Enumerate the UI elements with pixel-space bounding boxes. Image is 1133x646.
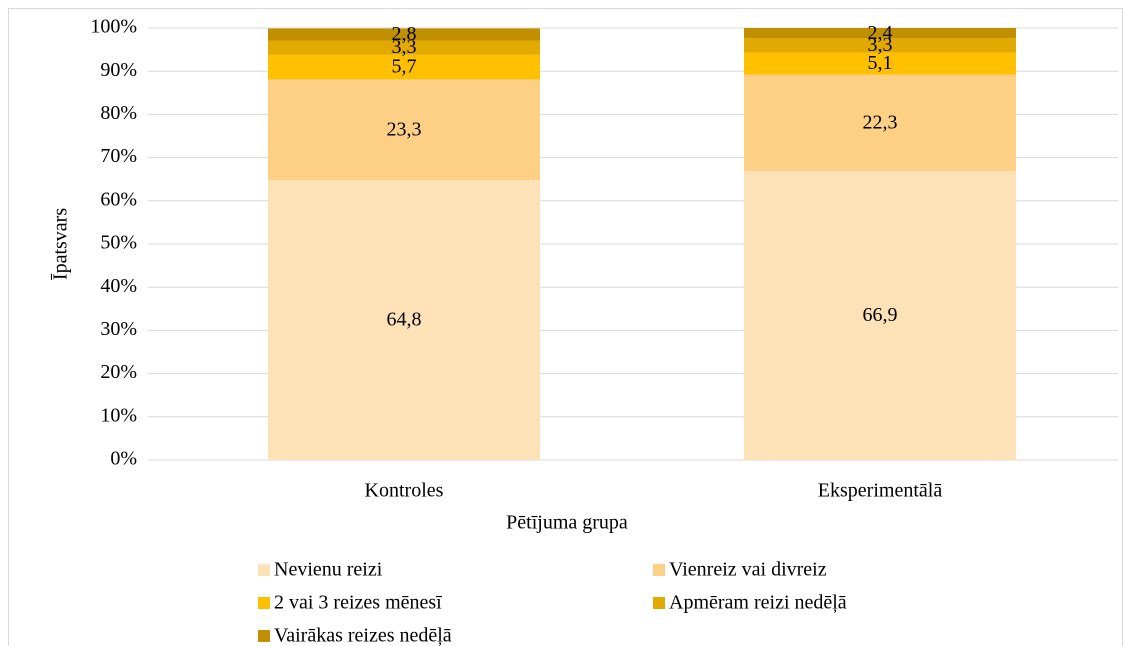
legend-swatch <box>258 597 270 609</box>
y-tick-label: 60% <box>100 188 137 210</box>
bar-segment <box>744 52 1016 75</box>
x-tick-label: Kontroles <box>365 480 444 502</box>
data-label: 3,3 <box>868 34 893 56</box>
y-tick-label: 80% <box>100 102 137 124</box>
data-label: 66,9 <box>863 304 898 326</box>
y-tick-label: 90% <box>100 59 137 81</box>
y-tick-label: 0% <box>110 448 137 470</box>
y-tick-label: 20% <box>100 361 137 383</box>
x-tick-label: Eksperimentālā <box>818 480 943 502</box>
data-label: 3,3 <box>392 36 417 58</box>
bar-segment <box>268 28 540 41</box>
bar-segment <box>268 40 540 55</box>
y-tick-label: 30% <box>100 318 137 340</box>
legend-label: Vairākas reizes nedēļā <box>274 625 452 646</box>
legend-label: Apmēram reizi nedēļā <box>669 592 847 614</box>
legend-swatch <box>258 630 270 642</box>
bar-segment <box>744 28 1016 39</box>
data-label: 5,7 <box>392 56 417 78</box>
legend-label: Nevienu reizi <box>274 559 383 581</box>
data-label: 22,3 <box>863 111 898 133</box>
legend-swatch <box>258 564 270 576</box>
legend-swatch <box>653 597 665 609</box>
y-tick-label: 50% <box>100 232 137 254</box>
bar-segment <box>744 74 1016 171</box>
chart-border <box>8 8 1123 646</box>
bar-segment <box>268 180 540 460</box>
data-label: 5,1 <box>868 52 893 74</box>
data-label: 23,3 <box>387 118 422 140</box>
legend-label: 2 vai 3 reizes mēnesī <box>274 592 442 614</box>
bar-segment <box>268 79 540 181</box>
bar-segment <box>744 38 1016 53</box>
y-axis-title: Īpatsvars <box>50 208 72 280</box>
data-label: 2,8 <box>392 23 417 45</box>
bar-segment <box>744 170 1016 460</box>
x-axis-title: Pētījuma grupa <box>506 512 628 534</box>
y-tick-label: 40% <box>100 275 137 297</box>
data-label: 2,4 <box>868 22 893 44</box>
y-tick-label: 10% <box>100 404 137 426</box>
y-tick-label: 70% <box>100 145 137 167</box>
legend-label: Vienreiz vai divreiz <box>669 559 827 581</box>
y-tick-label: 100% <box>90 16 137 38</box>
data-label: 64,8 <box>387 309 422 331</box>
bar-segment <box>268 54 540 80</box>
legend-swatch <box>653 564 665 576</box>
